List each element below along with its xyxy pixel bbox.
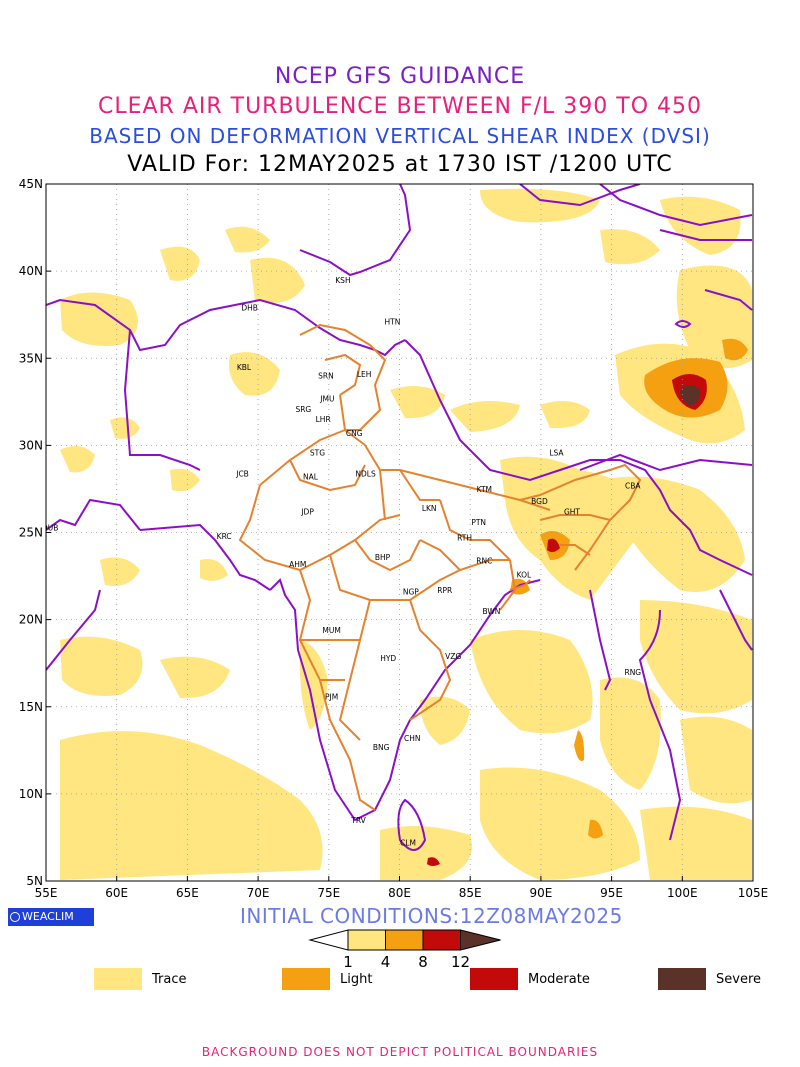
city-label-bwn: BWN [482, 607, 500, 616]
city-label-krc: KRC [217, 532, 232, 541]
city-label-srg: SRG [295, 405, 311, 414]
city-label-ptn: PTN [471, 518, 486, 527]
city-label-lkn: LKN [422, 504, 437, 513]
city-label-stg: STG [310, 448, 325, 457]
city-label-rpr: RPR [437, 586, 452, 595]
latitude-tick-label: 35N [19, 351, 43, 365]
city-label-lhr: LHR [316, 415, 331, 424]
city-label-kol: KOL [517, 570, 532, 579]
latitude-axis: 45N 40N 35N 30N 25N 20N 15N 10N 5N [19, 177, 51, 888]
city-labels: KSH DHB HTN KBL SRN LEH JMU SRG LHR CNG STG LSA JCB N… [42, 276, 641, 848]
longitude-tick-label: 80E [388, 886, 411, 900]
legend-item-light: Light [282, 968, 372, 990]
city-label-leh: LEH [357, 370, 372, 379]
title-product: NCEP GFS GUIDANCE [274, 64, 526, 89]
longitude-tick-label: 75E [317, 886, 340, 900]
city-label-trv: TRV [350, 816, 366, 825]
city-label-vzg: VZG [445, 652, 461, 661]
latitude-tick-label: 40N [19, 264, 43, 278]
longitude-axis: 55E 60E 65E 70E 75E 80E 85E 90E 95E 100E 105E [35, 876, 769, 900]
city-label-ght: GHT [564, 508, 580, 517]
city-label-mum: MUM [322, 626, 340, 635]
colorbar-box [385, 929, 424, 951]
legend-swatch [94, 968, 142, 990]
colorbar-tick-label: 4 [381, 953, 391, 971]
title-parameter: CLEAR AIR TURBULENCE BETWEEN F/L 390 TO … [97, 94, 703, 119]
severe-turbulence-areas [680, 385, 701, 406]
title-method: BASED ON DEFORMATION VERTICAL SHEAR INDE… [89, 124, 711, 148]
city-label-cba: CBA [625, 481, 641, 490]
footer-disclaimer: BACKGROUND DOES NOT DEPICT POLITICAL BOU… [201, 1045, 599, 1059]
legend-swatch [658, 968, 706, 990]
city-label-chn: CHN [404, 734, 421, 743]
city-label-bhp: BHP [375, 553, 391, 562]
latitude-tick-label: 20N [19, 613, 43, 627]
city-label-bng: BNG [373, 743, 390, 752]
legend-swatch [470, 968, 518, 990]
longitude-tick-label: 90E [529, 886, 552, 900]
city-label-kbl: KBL [237, 363, 252, 372]
city-label-ahm: AHM [289, 560, 306, 569]
city-label-ngp: NGP [403, 588, 419, 597]
legend-item-severe: Severe [658, 968, 761, 990]
latitude-tick-label: 10N [19, 787, 43, 801]
colorbar-high-triangle [460, 929, 501, 951]
city-label-clm: CLM [400, 839, 416, 848]
city-label-bgd: BGD [531, 497, 548, 506]
legend-item-moderate: Moderate [470, 968, 590, 990]
city-label-ktm: KTM [477, 485, 492, 494]
weaclim-logo: WEACLIM [8, 908, 94, 926]
initial-conditions-label: INITIAL CONDITIONS:12Z08MAY2025 [240, 904, 623, 928]
logo-text: WEACLIM [22, 910, 74, 923]
longitude-tick-label: 95E [600, 886, 623, 900]
city-label-htn: HTN [385, 318, 401, 327]
city-label-srn: SRN [318, 372, 334, 381]
colorbar-box [422, 929, 461, 951]
trace-turbulence-areas [60, 188, 752, 880]
city-label-hyd: HYD [380, 654, 396, 663]
title-valid-time: VALID For: 12MAY2025 at 1730 IST /1200 U… [127, 152, 673, 177]
legend-swatch [282, 968, 330, 990]
city-label-rnc: RNC [476, 556, 492, 565]
turbulence-map: KSH DHB HTN KBL SRN LEH JMU SRG LHR CNG STG LSA JCB N… [19, 177, 769, 900]
city-label-dhb: DHB [241, 304, 258, 313]
colorbar-low-triangle [308, 929, 349, 951]
latitude-tick-label: 25N [19, 526, 43, 540]
city-label-cng: CNG [346, 429, 363, 438]
longitude-tick-label: 55E [35, 886, 58, 900]
city-label-rth: RTH [457, 534, 472, 543]
longitude-tick-label: 70E [247, 886, 270, 900]
longitude-tick-label: 65E [176, 886, 199, 900]
city-label-ksh: KSH [335, 276, 350, 285]
city-label-lsa: LSA [549, 448, 564, 457]
colorbar-tick-label: 12 [451, 953, 470, 971]
logo-circle-icon [10, 912, 20, 922]
city-label-dub: DUB [42, 523, 58, 532]
colorbar-tick-label: 8 [418, 953, 428, 971]
city-label-pjm: PJM [325, 692, 338, 701]
legend-label: Trace [152, 971, 187, 987]
city-label-jmu: JMU [319, 394, 334, 403]
longitude-tick-label: 60E [105, 886, 128, 900]
colorbar-box [347, 929, 386, 951]
longitude-tick-label: 85E [459, 886, 482, 900]
latitude-tick-label: 30N [19, 438, 43, 452]
city-label-nal: NAL [303, 473, 319, 482]
city-label-jdp: JDP [300, 508, 314, 517]
boundary-lines-outer [46, 184, 753, 851]
city-label-ndls: NDLS [355, 469, 376, 478]
longitude-tick-label: 100E [667, 886, 698, 900]
legend-label: Moderate [528, 971, 590, 987]
city-label-rng: RNG [624, 668, 641, 677]
legend-label: Severe [716, 971, 761, 987]
longitude-tick-label: 105E [738, 886, 769, 900]
latitude-tick-label: 5N [26, 874, 43, 888]
city-label-jcb: JCB [235, 469, 249, 478]
latitude-tick-label: 45N [19, 177, 43, 191]
legend-item-trace: Trace [94, 968, 187, 990]
boundary-lines-inner [238, 323, 642, 811]
graticule [46, 184, 753, 881]
legend-label: Light [340, 971, 373, 987]
latitude-tick-label: 15N [19, 700, 43, 714]
